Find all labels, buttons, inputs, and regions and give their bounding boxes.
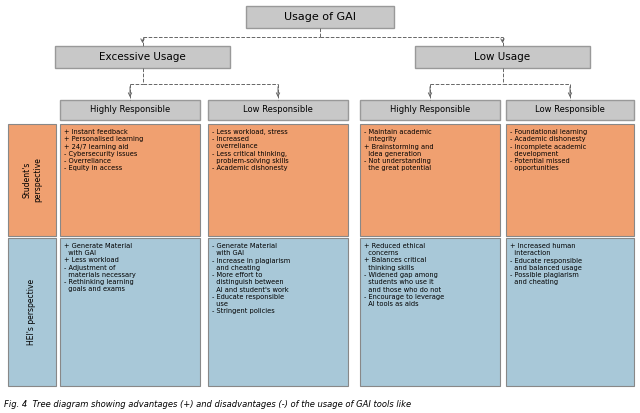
Text: Usage of GAI: Usage of GAI: [284, 12, 356, 22]
Bar: [360, 238, 500, 386]
Bar: [360, 100, 500, 120]
Text: HEI's perspective: HEI's perspective: [28, 279, 36, 345]
Text: Student's
perspective: Student's perspective: [22, 158, 42, 202]
Text: Low Responsible: Low Responsible: [535, 105, 605, 114]
Bar: [208, 238, 348, 386]
Text: + Reduced ethical
  concerns
+ Balances critical
  thinking skills
- Widened gap: + Reduced ethical concerns + Balances cr…: [364, 243, 444, 307]
Bar: [506, 100, 634, 120]
Bar: [60, 124, 200, 236]
Text: - Maintain academic
  integrity
+ Brainstorming and
  Idea generation
- Not unde: - Maintain academic integrity + Brainsto…: [364, 129, 434, 171]
Bar: [55, 46, 230, 68]
Text: Fig. 4  Tree diagram showing advantages (+) and disadvantages (-) of the usage o: Fig. 4 Tree diagram showing advantages (…: [4, 400, 411, 409]
Text: Low Responsible: Low Responsible: [243, 105, 313, 114]
Bar: [246, 6, 394, 28]
Bar: [8, 124, 56, 236]
Text: Excessive Usage: Excessive Usage: [99, 52, 186, 62]
Bar: [8, 238, 56, 386]
Bar: [506, 124, 634, 236]
Text: - Generate Material
  with GAI
- Increase in plagiarism
  and cheating
- More ef: - Generate Material with GAI - Increase …: [212, 243, 291, 314]
Bar: [506, 238, 634, 386]
Text: + Increased human
  interaction
- Educate responsible
  and balanced usage
- Pos: + Increased human interaction - Educate …: [510, 243, 582, 285]
Text: - Foundational learning
- Academic dishonesty
- Incomplete academic
  developmen: - Foundational learning - Academic disho…: [510, 129, 588, 171]
Text: Highly Responsible: Highly Responsible: [90, 105, 170, 114]
Bar: [208, 100, 348, 120]
Bar: [415, 46, 590, 68]
Text: - Less workload, stress
- Increased
  overreliance
- Less critical thinking,
  p: - Less workload, stress - Increased over…: [212, 129, 289, 171]
Bar: [360, 124, 500, 236]
Text: + Instant feedback
+ Personalised learning
+ 24/7 learning aid
- Cybersecurity i: + Instant feedback + Personalised learni…: [64, 129, 143, 171]
Text: Low Usage: Low Usage: [474, 52, 531, 62]
Text: Highly Responsible: Highly Responsible: [390, 105, 470, 114]
Bar: [60, 238, 200, 386]
Bar: [208, 124, 348, 236]
Text: + Generate Material
  with GAI
+ Less workload
- Adjustment of
  materials neces: + Generate Material with GAI + Less work…: [64, 243, 136, 292]
Bar: [60, 100, 200, 120]
